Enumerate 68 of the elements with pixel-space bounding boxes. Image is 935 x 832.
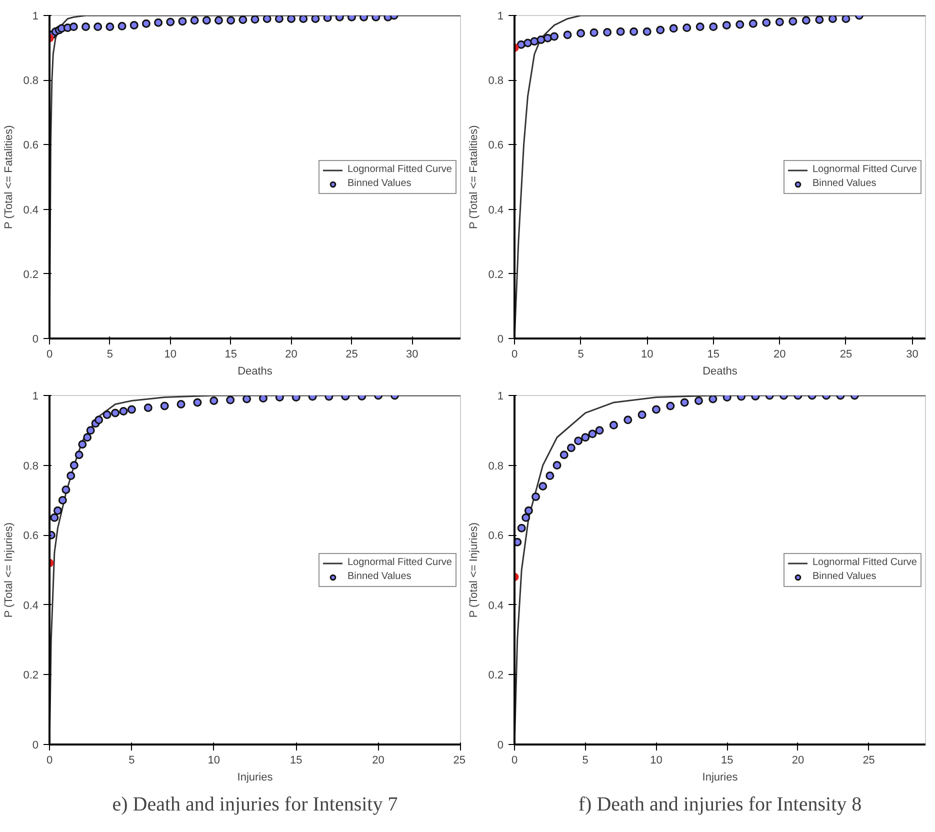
x-tick-label: 0 [46, 348, 53, 360]
x-tick-label: 15 [720, 754, 734, 766]
x-tick-label: 0 [511, 348, 518, 360]
y-tick-label: 0.8 [488, 75, 504, 88]
x-tick-label: 5 [578, 348, 584, 360]
x-tick-label: 5 [582, 754, 588, 766]
x-tick-label: 20 [774, 348, 786, 360]
legend-label: Lognormal Fitted Curve [348, 164, 452, 176]
y-tick-label: 0.6 [488, 530, 504, 542]
y-axis-title: P (Total <= Fatalities) [468, 125, 480, 229]
x-tick-label: 5 [106, 348, 114, 360]
x-tick-label: 0 [511, 754, 518, 766]
y-axis-title: P (Total <= Fatalities) [3, 125, 16, 229]
x-tick-label: 15 [224, 348, 237, 360]
x-tick-label: 25 [346, 348, 358, 360]
y-tick-label: 0.2 [488, 268, 504, 281]
x-tick-label: 25 [453, 754, 466, 766]
y-tick-label: 0.4 [23, 600, 39, 612]
x-axis-title: Injuries [237, 772, 274, 784]
x-tick-label: 10 [640, 348, 654, 360]
x-axis-title: Deaths [702, 366, 738, 378]
y-tick-label: 0.6 [23, 530, 39, 542]
x-tick-label: 30 [406, 348, 418, 360]
y-tick-label: 0.8 [23, 75, 39, 88]
y-tick-label: 0.2 [488, 670, 504, 682]
legend-label: Binned Values [348, 178, 412, 190]
y-tick-label: 0 [497, 740, 504, 752]
y-tick-label: 0 [32, 334, 39, 346]
y-tick-label: 0.4 [488, 600, 504, 612]
x-tick-label: 20 [372, 754, 384, 766]
x-tick-label: 30 [906, 348, 918, 360]
y-tick-label: 0.6 [23, 140, 39, 152]
legend-label: Lognormal Fitted Curve [348, 556, 452, 568]
y-tick-label: 0.8 [488, 460, 504, 472]
y-tick-label: 0.4 [23, 204, 39, 216]
y-tick-label: 1 [497, 390, 504, 402]
legend-label: Binned Values [812, 570, 876, 582]
x-tick-label: 10 [650, 754, 662, 766]
y-tick-label: 1 [32, 390, 39, 402]
y-tick-label: 0.2 [23, 268, 39, 281]
text: e) Death and injuries for Intensity 7 [112, 794, 398, 816]
x-tick-label: 15 [290, 754, 302, 766]
x-tick-label: 0 [46, 754, 53, 766]
y-tick-label: 0.4 [488, 204, 504, 216]
x-tick-label: 25 [862, 754, 875, 766]
x-axis-title: Deaths [238, 366, 273, 378]
legend-label: Lognormal Fitted Curve [812, 556, 917, 568]
y-tick-label: 1 [32, 10, 39, 22]
x-tick-label: 20 [285, 348, 298, 360]
y-axis-title: P (Total <= Injuries) [468, 522, 480, 618]
y-axis-title: P (Total <= Injuries) [3, 522, 16, 618]
text: f) Death and injuries for Intensity 8 [578, 794, 862, 816]
x-tick-label: 20 [792, 754, 804, 766]
y-tick-label: 0.8 [23, 460, 39, 472]
x-tick-label: 5 [128, 754, 135, 766]
y-tick-label: 0 [32, 740, 39, 752]
x-tick-label: 15 [707, 348, 720, 360]
legend-label: Binned Values [812, 178, 876, 190]
x-tick-label: 10 [208, 754, 220, 766]
x-tick-label: 10 [164, 348, 177, 360]
legend-label: Lognormal Fitted Curve [812, 164, 917, 176]
y-tick-label: 1 [497, 10, 504, 22]
x-tick-label: 25 [840, 348, 852, 360]
y-tick-label: 0.2 [23, 670, 39, 682]
x-axis-title: Injuries [702, 772, 738, 784]
y-tick-label: 0 [497, 334, 504, 346]
y-tick-label: 0.6 [488, 140, 504, 152]
legend-label: Binned Values [348, 570, 412, 582]
